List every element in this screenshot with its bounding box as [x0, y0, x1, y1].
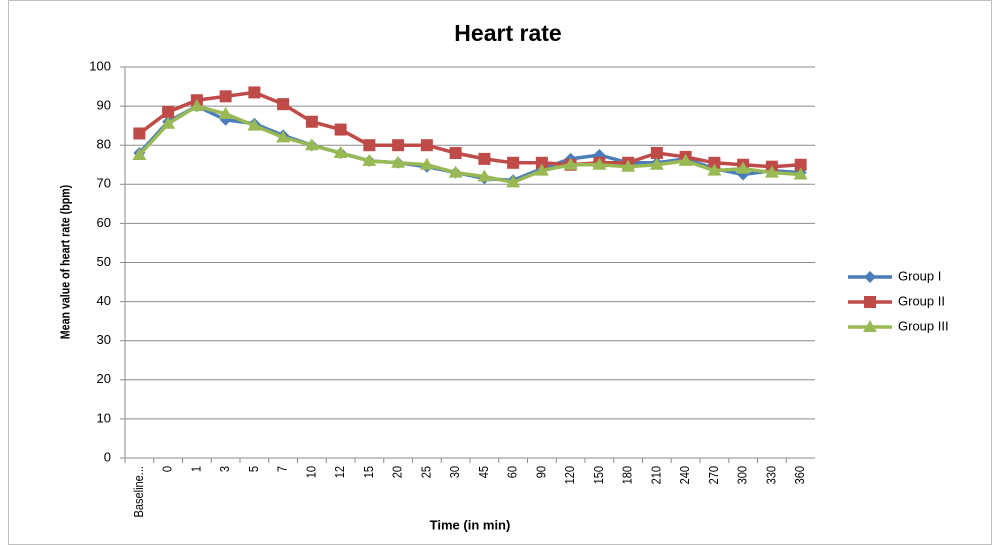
data-point [621, 159, 636, 172]
x-tick-label: 150 [591, 466, 606, 485]
data-point [449, 147, 462, 160]
data-point [507, 156, 520, 169]
legend-label: Group I [898, 268, 941, 283]
data-point [764, 165, 779, 178]
data-point [363, 139, 376, 152]
data-point [793, 167, 808, 180]
y-tick-label: 80 [97, 137, 111, 152]
x-tick-label: 5 [246, 466, 261, 472]
y-tick-label: 20 [97, 371, 111, 386]
data-point [794, 158, 807, 171]
x-tick-label: 300 [735, 466, 750, 485]
legend-marker [864, 296, 876, 308]
data-point [678, 153, 693, 166]
x-tick-label: 30 [447, 466, 462, 479]
legend-label: Group III [898, 318, 949, 333]
data-point [362, 153, 377, 166]
legend-marker [863, 320, 877, 332]
data-point [305, 115, 318, 128]
data-point [707, 163, 722, 176]
y-tick-label: 0 [104, 449, 111, 464]
x-tick-label: 180 [620, 466, 635, 485]
data-point [650, 147, 663, 160]
x-tick-label: 90 [533, 466, 548, 479]
x-tick-label: 7 [275, 466, 290, 472]
data-point [132, 147, 147, 160]
x-tick-label: 45 [476, 466, 491, 479]
x-tick-label: 270 [706, 466, 721, 485]
legend-label: Group II [898, 293, 945, 308]
y-tick-label: 10 [97, 410, 111, 425]
x-tick-label: 330 [763, 466, 778, 485]
data-point [506, 175, 521, 188]
y-tick-label: 30 [97, 332, 111, 347]
y-tick-label: 90 [97, 98, 111, 113]
data-point [391, 155, 406, 168]
data-point [420, 139, 433, 152]
data-point [247, 118, 262, 131]
chart-title: Heart rate [454, 20, 561, 46]
x-tick-label: 25 [418, 466, 433, 479]
legend-marker [864, 271, 876, 283]
y-axis-title: Mean value of heart rate (bpm) [57, 185, 72, 339]
y-tick-label: 70 [97, 176, 111, 191]
data-point [334, 123, 347, 136]
x-tick-label: 1 [188, 466, 203, 472]
y-tick-label: 100 [89, 58, 111, 73]
data-point [736, 161, 751, 174]
data-point [478, 152, 491, 165]
data-point [161, 116, 176, 129]
x-tick-label: 0 [160, 466, 175, 472]
x-tick-label: 360 [792, 466, 807, 485]
data-point [276, 130, 291, 143]
x-tick-label: 240 [677, 466, 692, 485]
data-point [219, 90, 232, 103]
x-tick-label: 210 [648, 466, 663, 485]
x-tick-label: Baseline... [131, 466, 146, 518]
y-tick-label: 60 [97, 215, 111, 230]
data-point [218, 106, 233, 119]
data-point [333, 146, 348, 159]
data-point [477, 169, 492, 182]
data-point [277, 98, 290, 111]
x-tick-label: 60 [505, 466, 520, 479]
data-point [563, 157, 578, 170]
y-tick-label: 50 [97, 254, 111, 269]
x-tick-label: 12 [332, 466, 347, 479]
y-tick-label: 40 [97, 293, 111, 308]
data-point [392, 139, 405, 152]
x-tick-label: 3 [217, 466, 232, 472]
data-point [708, 156, 721, 169]
data-point [592, 157, 607, 170]
chart-frame [8, 0, 992, 545]
data-point [189, 99, 204, 112]
data-point [304, 138, 319, 151]
x-tick-label: 15 [361, 466, 376, 479]
x-tick-label: 120 [562, 466, 577, 485]
data-point [535, 156, 548, 169]
data-point [162, 105, 175, 118]
data-point [133, 127, 146, 140]
data-point [419, 157, 434, 170]
data-point [534, 163, 549, 176]
x-tick-label: 10 [303, 466, 318, 479]
x-tick-label: 20 [390, 466, 405, 479]
x-axis-title: Time (in min) [430, 517, 511, 532]
data-point [649, 157, 664, 170]
data-point [448, 165, 463, 178]
data-point [248, 86, 261, 99]
